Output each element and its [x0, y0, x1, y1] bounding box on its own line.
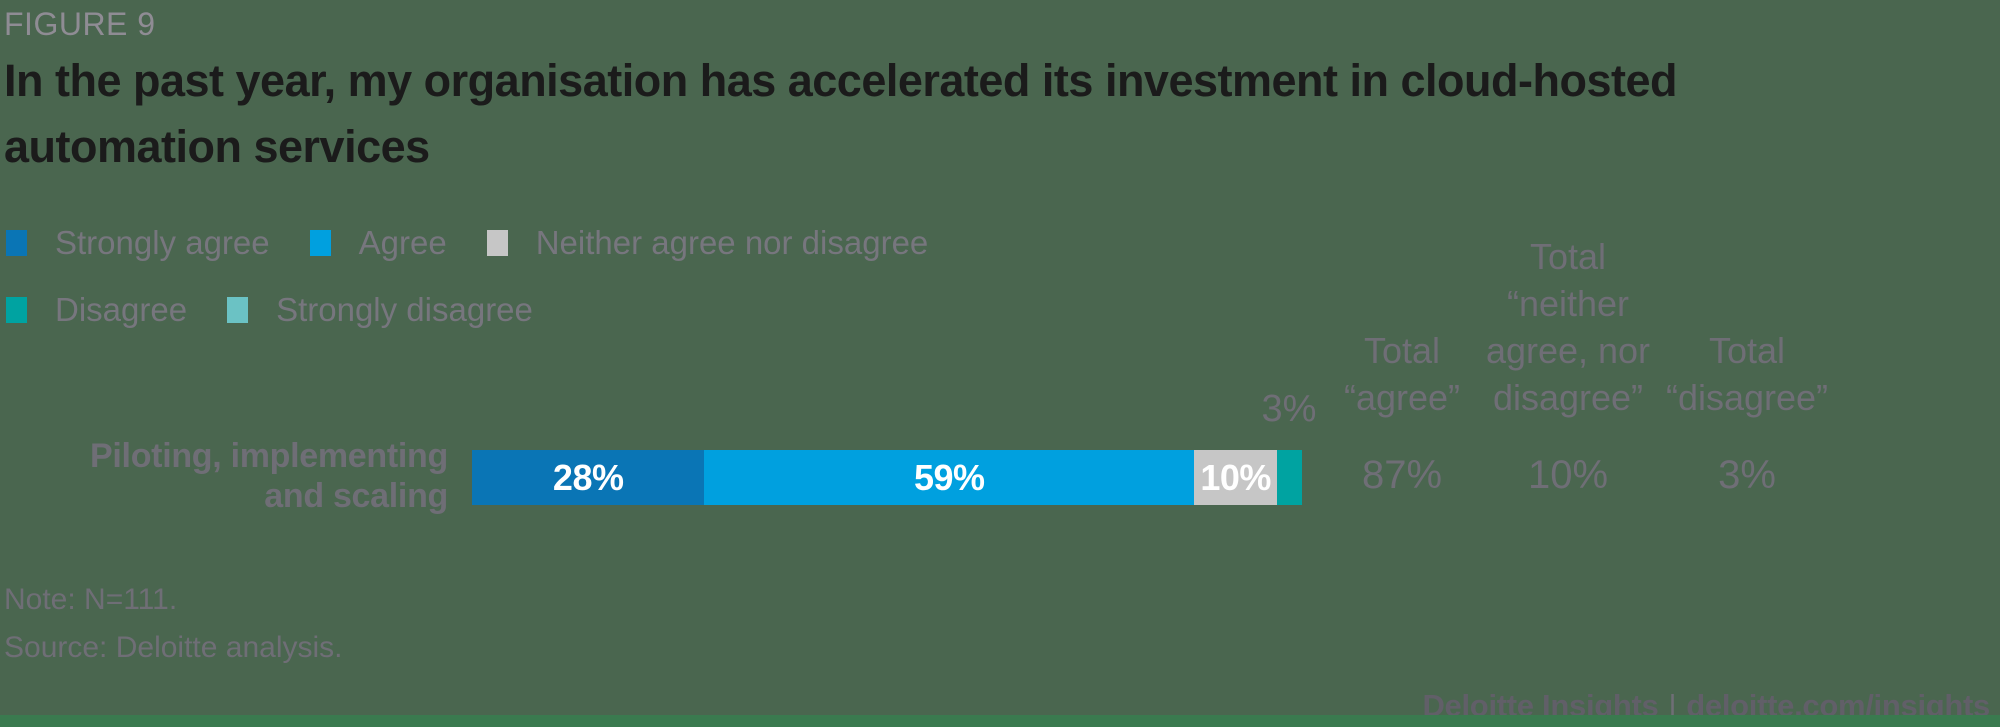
bar-segment-agree: 59% — [704, 450, 1195, 505]
legend-swatch-icon — [6, 230, 27, 256]
legend-label: Disagree — [55, 291, 188, 328]
note-text: Note: N=111. — [4, 583, 178, 616]
bar-segment-strongly-agree: 28% — [472, 450, 705, 505]
legend-item-strongly-disagree: Strongly disagree — [227, 291, 533, 329]
bottom-accent-bar — [0, 715, 2000, 727]
bar-category-label: Piloting, implementing and scaling — [90, 437, 448, 515]
legend-item-disagree: Disagree — [6, 291, 187, 329]
total-agree-header: Total “agree” — [1343, 330, 1461, 418]
legend-swatch-icon — [486, 230, 508, 256]
total-disagree-value: 3% — [1718, 453, 1776, 497]
bar-segment-value: 59% — [913, 456, 985, 498]
bar-segment-disagree-outside-value: 3% — [1261, 388, 1317, 430]
bar-segment-value: 28% — [552, 456, 624, 498]
legend-swatch-icon — [309, 230, 331, 256]
source-text: Source: Deloitte analysis. — [4, 631, 343, 664]
legend-label: Strongly disagree — [276, 291, 533, 328]
legend-item-agree: Agree — [309, 224, 447, 262]
legend-row-1: Strongly agree Agree Neither agree nor d… — [6, 224, 928, 262]
chart-title: In the past year, my organisation has ac… — [4, 55, 1678, 172]
bar-segment-neither: 10% — [1194, 450, 1278, 505]
legend-row-2: Disagree Strongly disagree — [6, 291, 533, 329]
legend-item-strongly-agree: Strongly agree — [6, 224, 270, 262]
total-neither-value: 10% — [1527, 453, 1609, 497]
legend-label: Neither agree nor disagree — [535, 224, 929, 261]
figure-number-label: FIGURE 9 — [4, 6, 156, 42]
stacked-bar: 28% 59% 10% — [472, 450, 1303, 505]
legend-item-neither: Neither agree nor disagree — [486, 224, 929, 262]
legend-swatch-icon — [6, 297, 27, 323]
bar-segment-value: 10% — [1200, 456, 1271, 498]
total-disagree-header: Total “disagree” — [1665, 330, 1829, 418]
total-agree-value: 87% — [1361, 453, 1443, 497]
legend-label: Agree — [358, 224, 447, 261]
total-neither-header: Total “neither agree, nor disagree” — [1485, 236, 1651, 418]
footer-separator: | — [1668, 688, 1677, 723]
legend-swatch-icon — [227, 297, 249, 323]
legend-label: Strongly agree — [55, 224, 270, 261]
bar-segment-disagree — [1277, 450, 1303, 505]
